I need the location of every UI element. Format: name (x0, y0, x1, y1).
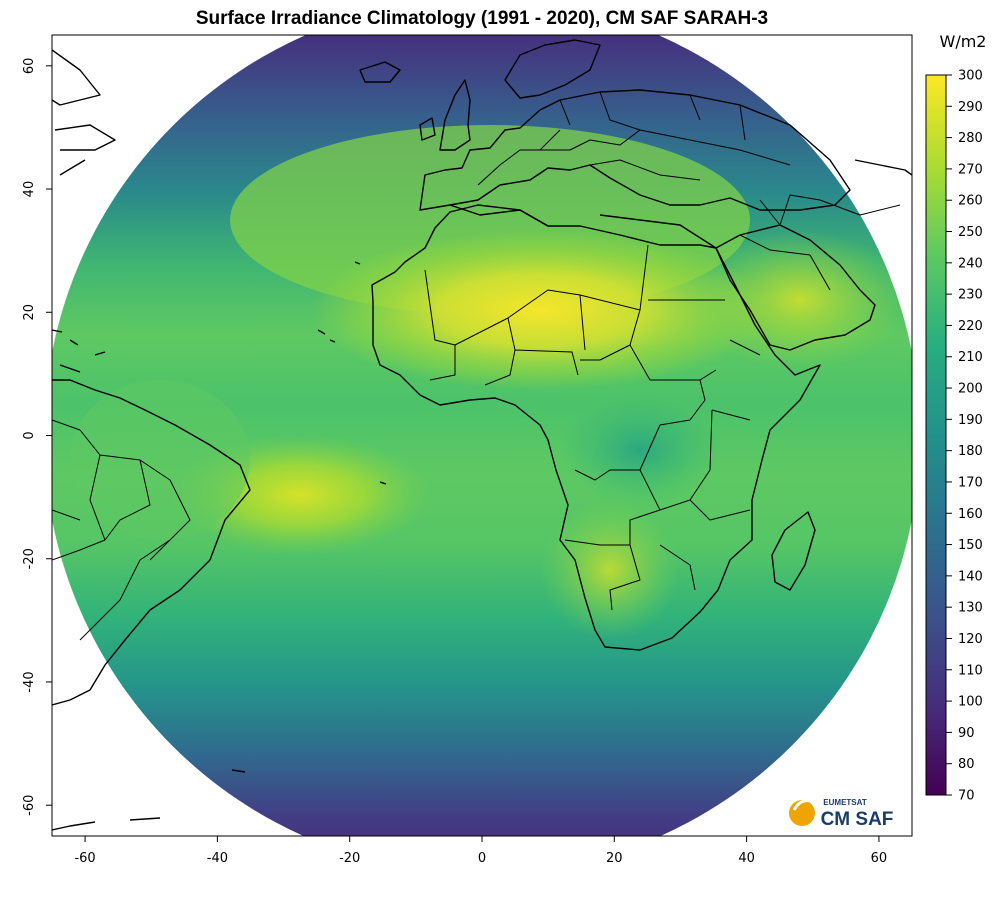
british-isles (419, 79, 471, 151)
x-tick-label: 60 (871, 851, 888, 866)
chart-title: Surface Irradiance Climatology (1991 - 2… (196, 8, 768, 29)
colorbar-tick-label: 230 (958, 288, 983, 303)
europe-coastline (419, 89, 851, 211)
scandinavia (504, 39, 601, 99)
african-borders (424, 244, 761, 611)
colorbar-tick-label: 180 (958, 444, 983, 459)
arabia-maximum (690, 230, 910, 370)
colorbar-tick-label: 160 (958, 507, 983, 522)
x-tick-label: -40 (207, 851, 228, 866)
x-tick-label: -60 (74, 851, 95, 866)
colorbar-tick-label: 170 (958, 475, 983, 490)
colorbar-tick-label: 300 (958, 69, 983, 84)
arabia-coastline (715, 224, 876, 351)
x-tick-label: -20 (339, 851, 360, 866)
south-america-coastline (52, 379, 251, 706)
logo-main-text: CM SAF (821, 809, 894, 830)
y-tick-label: 20 (22, 304, 37, 321)
africa-coastline (371, 204, 821, 651)
colorbar-tick-label: 270 (958, 162, 983, 177)
middle-east-borders (739, 194, 901, 291)
colorbar-tick-label: 110 (958, 663, 983, 678)
colorbar-tick-label: 120 (958, 632, 983, 647)
colorbar-tick-label: 130 (958, 601, 983, 616)
colorbar-tick-label: 200 (958, 382, 983, 397)
colorbar-tick-label: 280 (958, 131, 983, 146)
y-axis: 60 40 20 0 -20 -40 -60 (22, 58, 52, 816)
caribbean-islands (52, 329, 106, 373)
x-tick-label: 40 (738, 851, 755, 866)
x-axis: -60 -40 -20 0 20 40 60 (74, 836, 887, 866)
colorbar-tick-label: 140 (958, 569, 983, 584)
x-tick-label: 20 (606, 851, 623, 866)
colorbar-tick-label: 240 (958, 256, 983, 271)
cmsaf-logo-icon (789, 800, 815, 826)
europe-borders (477, 91, 791, 186)
south-america-borders (52, 419, 191, 641)
logo-top-text: EUMETSAT (823, 798, 867, 807)
x-tick-label: 0 (478, 851, 486, 866)
colorbar-unit: W/m2 (940, 32, 987, 51)
y-tick-label: -40 (22, 671, 37, 692)
y-tick-label: -20 (22, 548, 37, 569)
colorbar-tick-label: 150 (958, 538, 983, 553)
north-america-fragments (52, 49, 912, 176)
atlantic-islands (231, 261, 387, 773)
y-tick-label: 60 (22, 58, 37, 75)
y-tick-label: 0 (22, 431, 37, 439)
madagascar-coastline (771, 511, 816, 591)
congo-minimum (560, 395, 720, 505)
colorbar-tick-label: 100 (958, 695, 983, 710)
colorbar-tick-label: 80 (958, 757, 975, 772)
coastlines (52, 39, 912, 831)
colorbar-tick-label: 260 (958, 194, 983, 209)
colorbar-ramp (925, 74, 947, 796)
colorbar-tick-label: 250 (958, 225, 983, 240)
colorbar-tick-label: 70 (958, 789, 975, 804)
mediterranean-shore (449, 204, 717, 249)
colorbar-tick-label: 210 (958, 350, 983, 365)
colorbar-tick-label: 290 (958, 100, 983, 115)
colorbar-ticks: 300 290 280 270 260 250 240 230 220 210 200 190 180 1… (946, 69, 983, 804)
cmsaf-logo: EUMETSAT CM SAF (789, 798, 893, 830)
y-tick-label: 40 (22, 181, 37, 198)
y-tick-label: -60 (22, 795, 37, 816)
cmsaf-logo-swoosh (792, 799, 819, 811)
iceland (359, 61, 401, 83)
colorbar-tick-label: 90 (958, 726, 975, 741)
irradiance-field (52, 35, 912, 836)
colorbar-tick-label: 220 (958, 319, 983, 334)
antarctic-fringe (52, 817, 161, 831)
colorbar-tick-label: 190 (958, 413, 983, 428)
